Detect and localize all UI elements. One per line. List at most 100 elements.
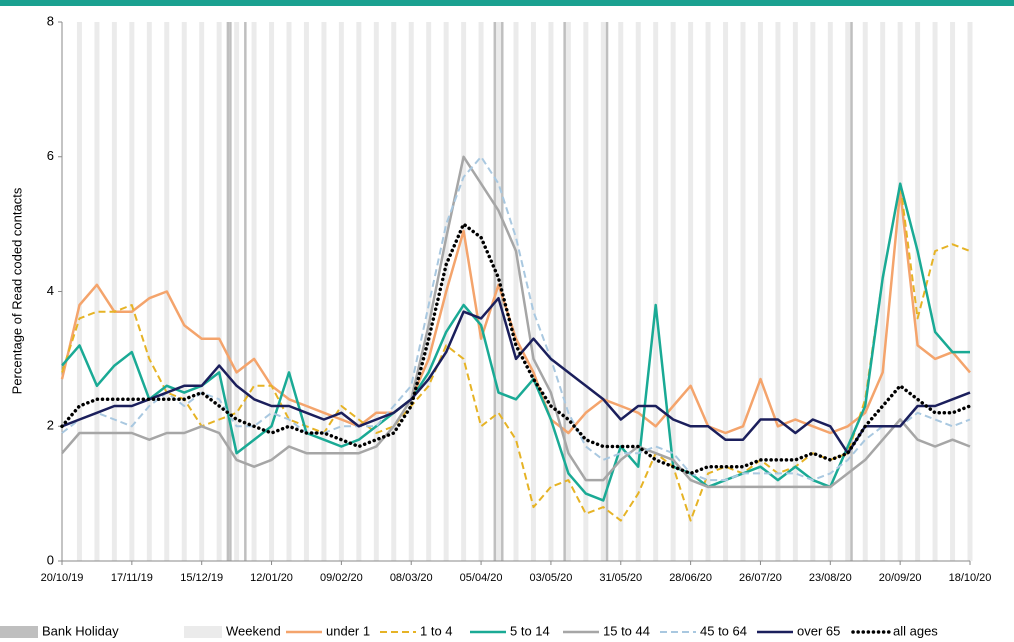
x-tick-label: 03/05/20 [530,572,573,584]
weekend-band [757,22,763,561]
weekend-band [967,22,973,561]
weekend-band [286,22,292,561]
weekend-band [530,22,536,561]
weekend-band [635,22,641,561]
weekend-band [827,22,833,561]
y-tick-label: 0 [47,552,54,567]
x-tick-label: 31/05/20 [599,572,642,584]
weekend-band [426,22,432,561]
weekend-band [565,22,571,561]
x-tick-label: 28/06/20 [669,572,712,584]
weekend-band [932,22,938,561]
weekend-band [251,22,257,561]
series-line [61,296,971,455]
weekend-band [181,22,187,561]
weekend-band [216,22,222,561]
x-tick-label: 20/10/19 [41,572,84,584]
weekend-band [269,22,275,561]
y-tick-label: 2 [47,418,54,433]
legend-label: 1 to 4 [420,623,453,638]
bank-holiday-band [563,22,566,561]
y-tick-label: 4 [47,283,54,298]
legend-label: Weekend [226,623,281,638]
legend-label: Bank Holiday [42,623,119,638]
weekend-band [705,22,711,561]
weekend-band [653,22,659,561]
weekend-band [618,22,624,561]
weekend-band [513,22,519,561]
weekend-band [880,22,886,561]
x-tick-label: 08/03/20 [390,572,433,584]
weekend-band [356,22,362,561]
y-tick-label: 8 [47,13,54,28]
weekend-band [94,22,100,561]
weekend-band [321,22,327,561]
weekend-band [408,22,414,561]
x-tick-label: 18/10/20 [949,572,992,584]
weekend-band [810,22,816,561]
weekend-band [391,22,397,561]
weekend-band [600,22,606,561]
series-line [61,182,970,502]
axes: 0 2 4 6 8 20/10/19 17/11/19 15/12/19 12/01/20 09/… [41,13,992,583]
top-bar [0,0,1014,6]
series-line [60,222,972,476]
series-line [61,155,971,482]
legend-swatch [184,626,222,638]
bank-holiday-band [605,22,609,561]
weekend-band [740,22,746,561]
y-tick-label: 6 [47,148,54,163]
legend-label: 45 to 64 [700,623,747,638]
y-axis-label: Percentage of Read coded contacts [9,187,24,394]
legend-label: 15 to 44 [603,623,650,638]
weekend-band [915,22,921,561]
weekend-band [792,22,798,561]
legend-label: over 65 [797,623,840,638]
weekend-band [111,22,117,561]
x-tick-label: 26/07/20 [739,572,782,584]
weekend-band [76,22,82,561]
x-tick-label: 15/12/19 [180,572,223,584]
weekend-band [897,22,903,561]
weekend-band [583,22,589,561]
weekend-band [845,22,851,561]
weekend-band [548,22,554,561]
weekend-band [338,22,344,561]
series-line [61,155,971,489]
x-tick-label: 09/02/20 [320,572,363,584]
series-line [61,182,971,522]
legend-swatch [0,626,38,638]
weekend-band [670,22,676,561]
weekend-band [775,22,781,561]
x-tick-label: 17/11/19 [111,572,153,584]
weekend-band [723,22,729,561]
legend-label: all ages [893,623,938,638]
weekend-band [303,22,309,561]
weekend-band [496,22,502,561]
shading [76,22,973,561]
weekend-band [950,22,956,561]
x-tick-label: 20/09/20 [879,572,922,584]
legend-label: under 1 [326,623,370,638]
x-tick-label: 23/08/20 [809,572,852,584]
weekend-band [461,22,467,561]
plot [60,155,972,522]
weekend-band [688,22,694,561]
legend: Bank Holiday Weekend under 1 1 to 4 5 to 14 1… [0,623,938,638]
bank-holiday-band [244,22,247,561]
x-tick-label: 12/01/20 [250,572,293,584]
weekend-band [373,22,379,561]
weekend-band [478,22,484,561]
weekend-band [862,22,868,561]
weekend-band [129,22,135,561]
bank-holiday-band [226,22,230,561]
weekend-band [234,22,240,561]
legend-label: 5 to 14 [510,623,550,638]
x-tick-label: 05/04/20 [460,572,503,584]
weekend-band [199,22,205,561]
bank-holiday-band [850,22,853,561]
weekend-band [146,22,152,561]
bank-holiday-band [229,22,232,561]
bank-holiday-band [493,22,497,561]
